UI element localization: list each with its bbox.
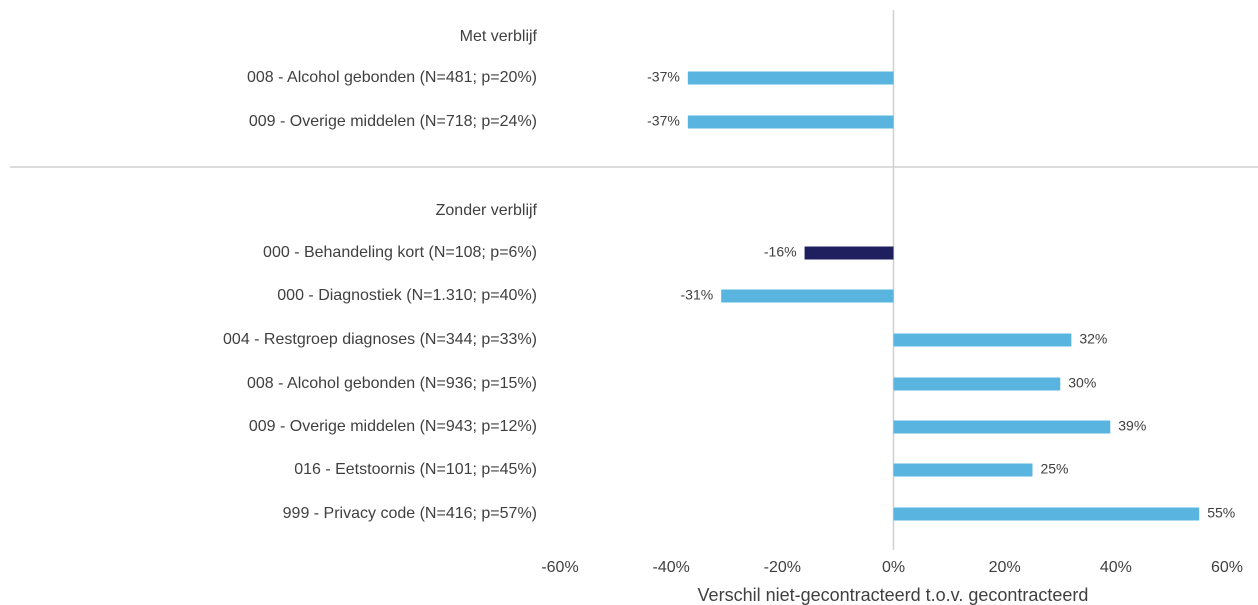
value-label: 30% [1068, 375, 1096, 391]
x-tick-label: 40% [1100, 559, 1132, 576]
x-tick-label: -60% [541, 559, 578, 576]
category-label: Zonder verblijf [436, 202, 538, 219]
value-label: 25% [1040, 461, 1068, 477]
bar [893, 463, 1033, 477]
bar [804, 246, 894, 260]
x-tick-label: -20% [764, 559, 801, 576]
x-tick-label: -40% [652, 559, 689, 576]
value-label: -37% [647, 113, 680, 129]
value-label: 55% [1207, 505, 1235, 521]
bar [893, 507, 1200, 521]
bar [687, 115, 894, 129]
category-label: 009 - Overige middelen (N=718; p=24%) [249, 113, 537, 130]
bar [893, 333, 1072, 347]
category-label: Met verblijf [460, 28, 538, 45]
bar [893, 420, 1111, 434]
x-tick-label: 60% [1211, 559, 1243, 576]
category-label: 000 - Behandeling kort (N=108; p=6%) [263, 244, 537, 261]
x-axis-title: Verschil niet-gecontracteerd t.o.v. geco… [698, 585, 1089, 605]
bar [721, 289, 894, 303]
category-label: 004 - Restgroep diagnoses (N=344; p=33%) [223, 331, 537, 348]
category-label: 008 - Alcohol gebonden (N=936; p=15%) [247, 375, 537, 392]
value-label: -16% [764, 244, 797, 260]
value-label: -31% [681, 287, 714, 303]
value-label: -37% [647, 69, 680, 85]
category-label: 016 - Eetstoornis (N=101; p=45%) [294, 461, 537, 478]
value-label: 32% [1079, 331, 1107, 347]
category-label: 008 - Alcohol gebonden (N=481; p=20%) [247, 69, 537, 86]
x-tick-label: 20% [989, 559, 1021, 576]
category-label: 000 - Diagnostiek (N=1.310; p=40%) [277, 287, 537, 304]
x-tick-label: 0% [882, 559, 905, 576]
bar [893, 377, 1061, 391]
value-label: 39% [1118, 418, 1146, 434]
category-label: 009 - Overige middelen (N=943; p=12%) [249, 418, 537, 435]
category-label: 999 - Privacy code (N=416; p=57%) [283, 505, 537, 522]
bar [687, 71, 894, 85]
